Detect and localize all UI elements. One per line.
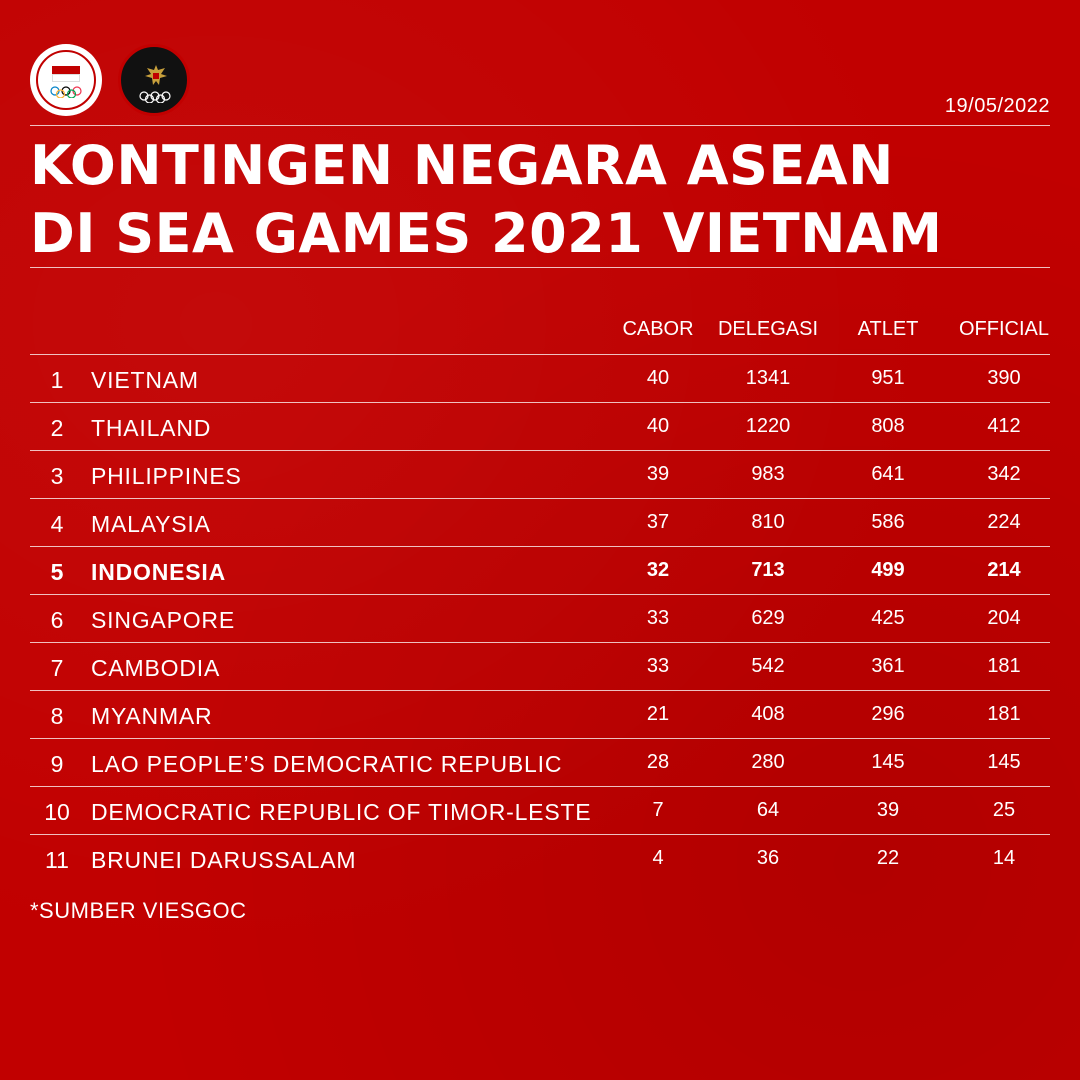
column-header-atlet: ATLET	[857, 318, 919, 340]
date-label: 19/05/2022	[944, 95, 1050, 117]
table-header: CABOR DELEGASI ATLET OFFICIAL	[30, 300, 1050, 355]
delegasi-cell: 36	[756, 847, 780, 869]
delegasi-cell: 810	[751, 511, 785, 533]
delegasi-cell: 713	[751, 559, 785, 581]
source-note: *SUMBER VIESGOC	[30, 898, 247, 923]
official-cell: 145	[987, 751, 1021, 773]
table-row: 8 MYANMAR 21 408 296 181	[30, 691, 1050, 739]
country-cell: INDONESIA	[91, 559, 226, 585]
divider-title	[30, 267, 1050, 268]
column-header-official: OFFICIAL	[958, 318, 1050, 340]
official-cell: 181	[987, 703, 1021, 725]
cabor-cell: 7	[652, 799, 664, 821]
cabor-cell: 39	[646, 463, 670, 485]
cabor-cell: 37	[646, 511, 670, 533]
olympic-rings-icon	[50, 86, 82, 98]
atlet-cell: 499	[871, 559, 905, 581]
delegasi-cell: 1341	[745, 367, 791, 389]
contingent-table: CABOR DELEGASI ATLET OFFICIAL 1 VIETNAM …	[30, 300, 1050, 882]
cabor-cell: 28	[646, 751, 670, 773]
table-row: 1 VIETNAM 40 1341 951 390	[30, 355, 1050, 403]
cabor-cell: 40	[646, 415, 670, 437]
rank-cell: 1	[50, 367, 64, 393]
delegasi-cell: 280	[751, 751, 785, 773]
rank-cell: 6	[50, 607, 64, 633]
country-cell: CAMBODIA	[91, 655, 221, 681]
rank-cell: 7	[50, 655, 64, 681]
delegasi-cell: 408	[751, 703, 785, 725]
logo-ring	[36, 50, 96, 110]
atlet-cell: 296	[871, 703, 905, 725]
table-row: 11 BRUNEI DARUSSALAM 4 36 22 14	[30, 835, 1050, 882]
column-header-delegasi: DELEGASI	[717, 318, 819, 340]
delegasi-cell: 1220	[745, 415, 791, 437]
page-title: KONTINGEN NEGARA ASEAN DI SEA GAMES 2021…	[30, 132, 942, 268]
cabor-cell: 40	[646, 367, 670, 389]
table-row: 3 PHILIPPINES 39 983 641 342	[30, 451, 1050, 499]
official-cell: 342	[987, 463, 1021, 485]
flag-red-stripe	[52, 66, 80, 74]
rank-cell: 4	[50, 511, 64, 537]
title-line-1: KONTINGEN NEGARA ASEAN	[30, 134, 894, 197]
delegasi-cell: 64	[756, 799, 780, 821]
official-cell: 214	[987, 559, 1021, 581]
flag-white-stripe	[52, 74, 80, 82]
cabor-cell: 32	[646, 559, 670, 581]
delegasi-cell: 629	[751, 607, 785, 629]
garuda-icon	[145, 65, 167, 85]
rank-cell: 8	[50, 703, 64, 729]
country-cell: VIETNAM	[91, 367, 199, 393]
rank-cell: 3	[50, 463, 64, 489]
atlet-cell: 808	[871, 415, 905, 437]
atlet-cell: 22	[876, 847, 900, 869]
official-cell: 204	[987, 607, 1021, 629]
official-cell: 25	[992, 799, 1016, 821]
column-header-cabor: CABOR	[622, 318, 694, 340]
country-cell: PHILIPPINES	[91, 463, 242, 489]
table-row: 10 DEMOCRATIC REPUBLIC OF TIMOR-LESTE 7 …	[30, 787, 1050, 835]
indonesia-olympic-committee-logo	[30, 44, 102, 116]
delegasi-cell: 983	[751, 463, 785, 485]
cabor-cell: 33	[646, 655, 670, 677]
country-cell: SINGAPORE	[91, 607, 235, 633]
rank-cell: 2	[50, 415, 64, 441]
country-cell: MYANMAR	[91, 703, 213, 729]
delegasi-cell: 542	[751, 655, 785, 677]
table-row: 6 SINGAPORE 33 629 425 204	[30, 595, 1050, 643]
table-row-highlighted: 5 INDONESIA 32 713 499 214	[30, 547, 1050, 595]
atlet-cell: 951	[871, 367, 905, 389]
atlet-cell: 39	[876, 799, 900, 821]
title-line-2: DI SEA GAMES 2021 VIETNAM	[30, 202, 943, 265]
country-cell: DEMOCRATIC REPUBLIC OF TIMOR-LESTE	[91, 799, 592, 825]
atlet-cell: 361	[871, 655, 905, 677]
official-cell: 14	[992, 847, 1016, 869]
olympic-rings-icon	[139, 91, 171, 103]
tim-indonesia-logo	[118, 44, 190, 116]
cabor-cell: 21	[646, 703, 670, 725]
cabor-cell: 4	[652, 847, 664, 869]
rank-cell: 11	[45, 847, 69, 873]
atlet-cell: 586	[871, 511, 905, 533]
atlet-cell: 145	[871, 751, 905, 773]
table-row: 2 THAILAND 40 1220 808 412	[30, 403, 1050, 451]
official-cell: 412	[987, 415, 1021, 437]
table-row: 4 MALAYSIA 37 810 586 224	[30, 499, 1050, 547]
divider-top	[30, 125, 1050, 126]
atlet-cell: 641	[871, 463, 905, 485]
rank-cell: 5	[50, 559, 64, 585]
country-cell: LAO PEOPLE’S DEMOCRATIC REPUBLIC	[91, 751, 563, 777]
country-cell: BRUNEI DARUSSALAM	[91, 847, 357, 873]
rank-cell: 9	[50, 751, 64, 777]
atlet-cell: 425	[871, 607, 905, 629]
rank-cell: 10	[44, 799, 70, 825]
table-row: 7 CAMBODIA 33 542 361 181	[30, 643, 1050, 691]
official-cell: 181	[987, 655, 1021, 677]
country-cell: THAILAND	[91, 415, 212, 441]
official-cell: 224	[987, 511, 1021, 533]
official-cell: 390	[987, 367, 1021, 389]
cabor-cell: 33	[646, 607, 670, 629]
country-cell: MALAYSIA	[91, 511, 211, 537]
table-row: 9 LAO PEOPLE’S DEMOCRATIC REPUBLIC 28 28…	[30, 739, 1050, 787]
